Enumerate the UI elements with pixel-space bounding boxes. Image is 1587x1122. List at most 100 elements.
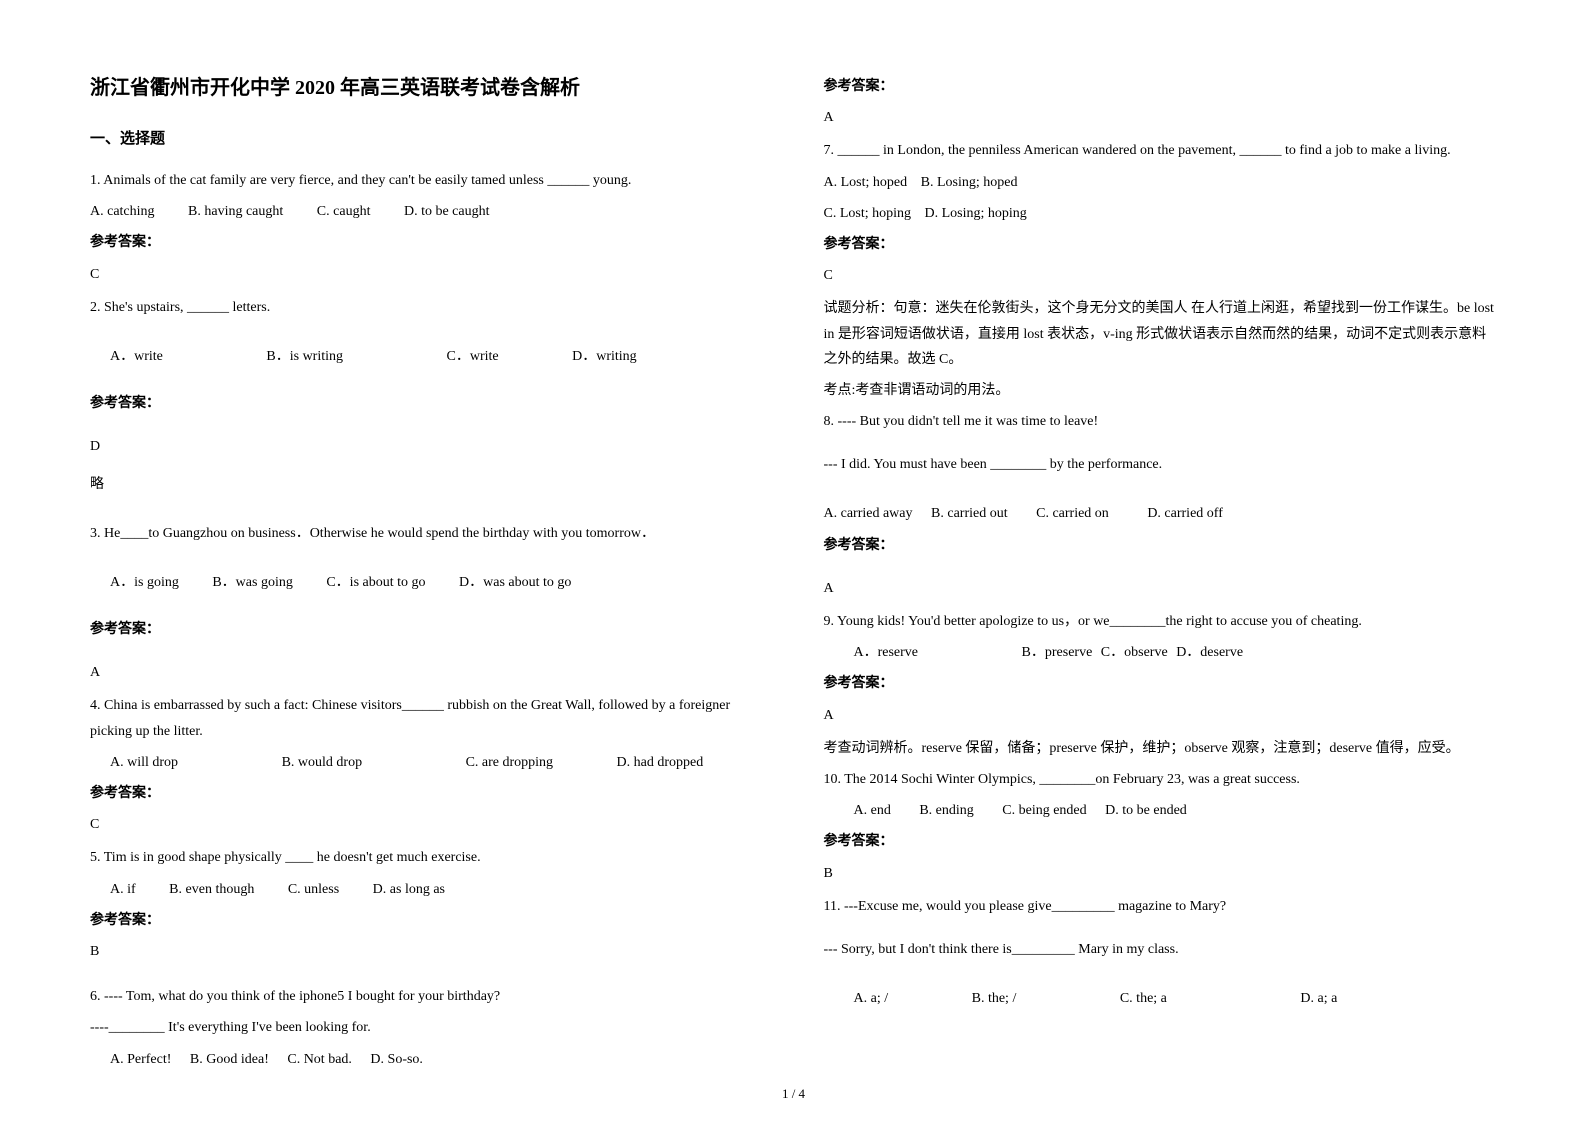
q5-option-c: C. unless: [288, 877, 339, 902]
q3-option-b: B．was going: [212, 570, 293, 595]
q8-option-d: D. carried off: [1147, 501, 1223, 526]
q9-option-a: A．reserve: [854, 640, 919, 665]
q4-option-c: C. are dropping: [466, 750, 553, 775]
q5-answer: B: [90, 939, 764, 964]
q5-answer-label: 参考答案：: [90, 908, 764, 933]
q8-answer: A: [824, 576, 1498, 601]
question-5: 5. Tim is in good shape physically ____ …: [90, 845, 764, 870]
page-number: 1 / 4: [782, 1086, 805, 1102]
q6-option-c: C. Not bad.: [287, 1047, 352, 1072]
question-10: 10. The 2014 Sochi Winter Olympics, ____…: [824, 767, 1498, 792]
q7-analysis2: 考点:考查非谓语动词的用法。: [824, 378, 1498, 403]
question-4-options: A. will drop B. would drop C. are droppi…: [90, 750, 764, 775]
q11-option-a: A. a; /: [854, 986, 889, 1011]
q8-answer-label: 参考答案：: [824, 533, 1498, 558]
question-11: 11. ---Excuse me, would you please give_…: [824, 894, 1498, 919]
q2-option-a: A．write: [110, 344, 163, 369]
question-4: 4. China is embarrassed by such a fact: …: [90, 693, 764, 743]
question-6: 6. ---- Tom, what do you think of the ip…: [90, 984, 764, 1009]
question-9-options: A．reserve B．preserve C．observe D．deserve: [824, 640, 1498, 665]
q3-option-d: D．was about to go: [459, 570, 571, 595]
question-5-options: A. if B. even though C. unless D. as lon…: [90, 877, 764, 902]
question-10-options: A. end B. ending C. being ended D. to be…: [824, 798, 1498, 823]
q2-option-b: B．is writing: [266, 344, 343, 369]
q10-option-b: B. ending: [919, 798, 973, 823]
question-8-line2: --- I did. You must have been ________ b…: [824, 452, 1498, 477]
q6-answer: A: [824, 105, 1498, 130]
q7-answer-label: 参考答案：: [824, 232, 1498, 257]
question-1-options: A. catching B. having caught C. caught D…: [90, 199, 764, 224]
q6-option-b: B. Good idea!: [190, 1047, 269, 1072]
q1-option-d: D. to be caught: [404, 199, 490, 224]
left-column: 浙江省衢州市开化中学 2020 年高三英语联考试卷含解析 一、选择题 1. An…: [90, 70, 764, 1078]
question-6-line2: ----________ It's everything I've been l…: [90, 1015, 764, 1040]
q3-option-c: C．is about to go: [326, 570, 425, 595]
q7-option-a: A. Lost; hoped: [824, 170, 908, 195]
q8-option-a: A. carried away: [824, 501, 913, 526]
q3-answer: A: [90, 660, 764, 685]
question-6-options: A. Perfect! B. Good idea! C. Not bad. D.…: [90, 1047, 764, 1072]
q8-option-b: B. carried out: [931, 501, 1008, 526]
q7-option-b: B. Losing; hoped: [921, 170, 1018, 195]
q2-option-c: C．write: [447, 344, 499, 369]
q11-option-b: B. the; /: [972, 986, 1017, 1011]
question-7-options-row1: A. Lost; hoped B. Losing; hoped: [824, 170, 1498, 195]
q9-option-d: D．deserve: [1176, 640, 1243, 665]
q11-option-c: C. the; a: [1120, 986, 1167, 1011]
q5-option-d: D. as long as: [373, 877, 445, 902]
q6-answer-label: 参考答案：: [824, 74, 1498, 99]
question-3: 3. He____to Guangzhou on business．Otherw…: [90, 521, 764, 546]
q4-answer: C: [90, 812, 764, 837]
q10-option-c: C. being ended: [1002, 798, 1086, 823]
q2-answer: D: [90, 434, 764, 459]
section-header: 一、选择题: [90, 126, 764, 153]
q7-option-d: D. Losing; hoping: [925, 201, 1027, 226]
q10-answer: B: [824, 861, 1498, 886]
q7-answer: C: [824, 263, 1498, 288]
q7-analysis1: 试题分析：句意：迷失在伦敦街头，这个身无分文的美国人 在人行道上闲逛，希望找到一…: [824, 296, 1498, 372]
q11-option-d: D. a; a: [1300, 986, 1337, 1011]
q1-option-c: C. caught: [317, 199, 371, 224]
q7-option-c: C. Lost; hoping: [824, 201, 912, 226]
q4-option-a: A. will drop: [110, 750, 178, 775]
q9-analysis: 考查动词辨析。reserve 保留，储备；preserve 保护，维护；obse…: [824, 736, 1498, 761]
q6-option-d: D. So-so.: [370, 1047, 423, 1072]
question-3-options: A．is going B．was going C．is about to go …: [90, 570, 764, 595]
q2-omit: 略: [90, 472, 764, 497]
q4-answer-label: 参考答案：: [90, 781, 764, 806]
q10-answer-label: 参考答案：: [824, 829, 1498, 854]
q5-option-a: A. if: [110, 877, 136, 902]
q1-option-b: B. having caught: [188, 199, 283, 224]
q1-answer-label: 参考答案：: [90, 230, 764, 255]
question-2: 2. She's upstairs, ______ letters.: [90, 295, 764, 320]
q9-option-b: B．preserve: [1022, 640, 1093, 665]
q2-option-d: D．writing: [572, 344, 637, 369]
right-column: 参考答案： A 7. ______ in London, the pennile…: [824, 70, 1498, 1078]
page-container: 浙江省衢州市开化中学 2020 年高三英语联考试卷含解析 一、选择题 1. An…: [90, 70, 1497, 1078]
question-9: 9. Young kids! You'd better apologize to…: [824, 609, 1498, 634]
question-8: 8. ---- But you didn't tell me it was ti…: [824, 409, 1498, 434]
q1-option-a: A. catching: [90, 199, 155, 224]
q10-option-d: D. to be ended: [1105, 798, 1187, 823]
q4-option-d: D. had dropped: [617, 750, 704, 775]
question-11-line2: --- Sorry, but I don't think there is___…: [824, 937, 1498, 962]
q9-answer-label: 参考答案：: [824, 671, 1498, 696]
question-7: 7. ______ in London, the penniless Ameri…: [824, 138, 1498, 163]
q9-option-c: C．observe: [1101, 640, 1168, 665]
question-11-options: A. a; / B. the; / C. the; a D. a; a: [824, 986, 1498, 1011]
question-1: 1. Animals of the cat family are very fi…: [90, 168, 764, 193]
q10-option-a: A. end: [854, 798, 891, 823]
q3-answer-label: 参考答案：: [90, 617, 764, 642]
question-8-options: A. carried away B. carried out C. carrie…: [824, 501, 1498, 526]
question-2-options: A．write B．is writing C．write D．writing: [90, 344, 764, 369]
q2-answer-label: 参考答案：: [90, 391, 764, 416]
document-title: 浙江省衢州市开化中学 2020 年高三英语联考试卷含解析: [90, 70, 764, 106]
question-7-options-row2: C. Lost; hoping D. Losing; hoping: [824, 201, 1498, 226]
q5-option-b: B. even though: [169, 877, 254, 902]
q9-answer: A: [824, 703, 1498, 728]
q8-option-c: C. carried on: [1036, 501, 1109, 526]
q3-option-a: A．is going: [110, 570, 179, 595]
q4-option-b: B. would drop: [282, 750, 363, 775]
q6-option-a: A. Perfect!: [110, 1047, 171, 1072]
q1-answer: C: [90, 262, 764, 287]
